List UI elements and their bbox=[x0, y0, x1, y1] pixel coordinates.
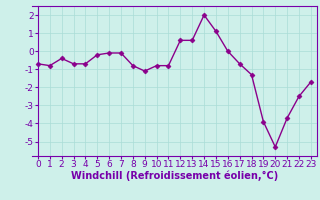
X-axis label: Windchill (Refroidissement éolien,°C): Windchill (Refroidissement éolien,°C) bbox=[71, 171, 278, 181]
